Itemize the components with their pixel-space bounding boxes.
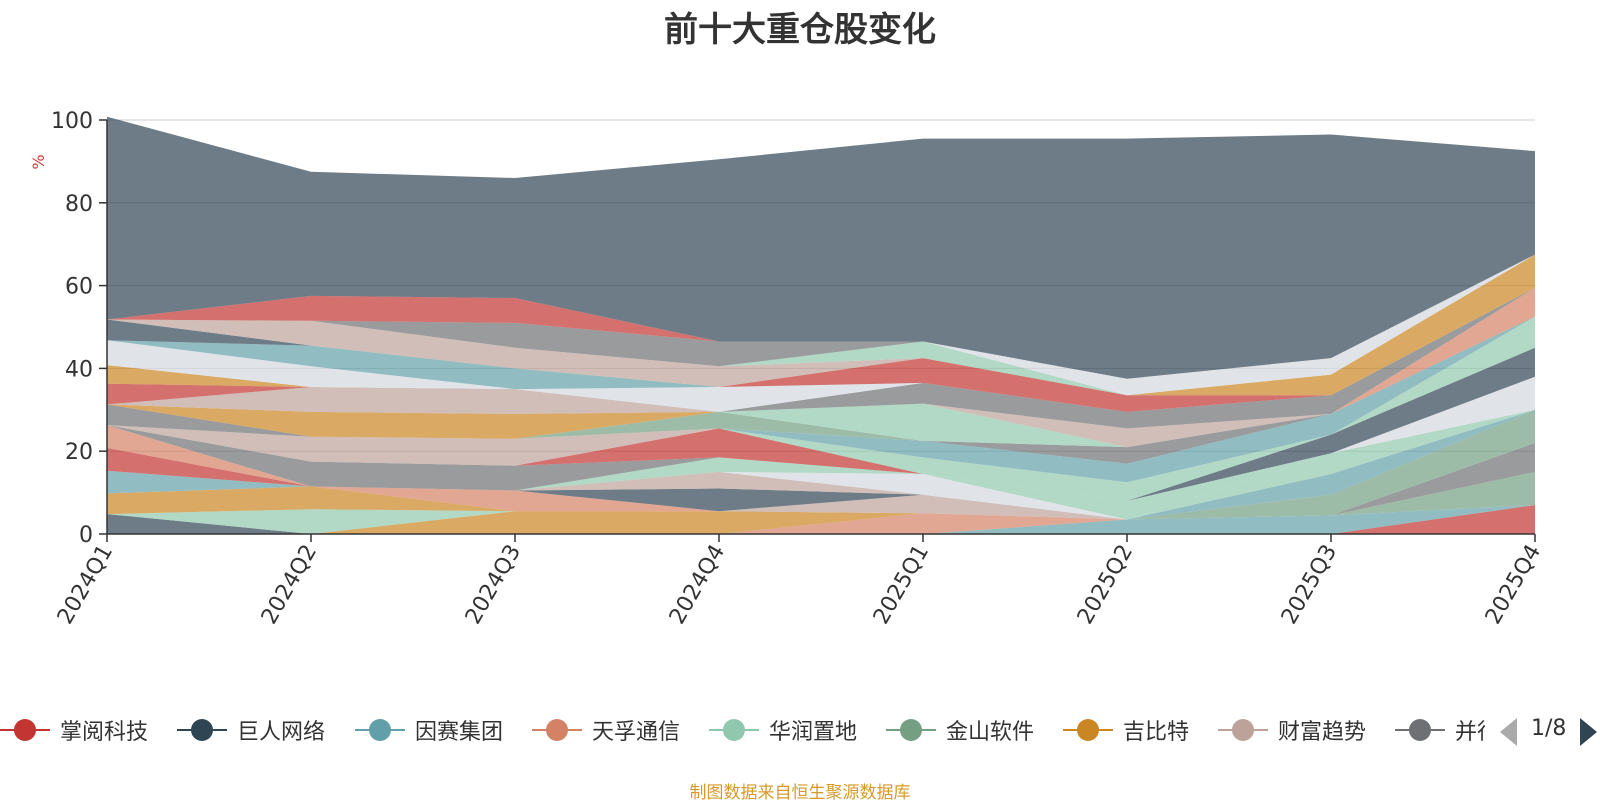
y-tick-label: 40: [65, 357, 93, 382]
x-tick-label: 2024Q2: [257, 541, 322, 629]
legend-label: 巨人网络: [237, 720, 326, 745]
legend-label: 因赛集团: [415, 720, 504, 745]
x-tick-label: 2024Q3: [461, 541, 526, 629]
x-tick-label: 2024Q4: [665, 541, 730, 629]
legend-marker-icon: [709, 719, 759, 741]
x-tick-label: 2025Q3: [1277, 541, 1342, 629]
legend-label: 并行科技: [1455, 720, 1485, 745]
area-series-25: [107, 347, 1535, 501]
legend-label: 天孚通信: [592, 720, 681, 745]
area-series-39: [107, 287, 1535, 412]
legend-marker-icon: [1395, 719, 1445, 741]
legend-label: 吉比特: [1123, 720, 1190, 745]
x-tick-label: 2025Q2: [1073, 541, 1138, 629]
x-tick-label: 2025Q1: [869, 541, 934, 629]
legend-item[interactable]: 并行科技: [1395, 712, 1485, 748]
area-series-3: [107, 505, 1535, 534]
area-series-48: [107, 116, 1535, 379]
legend-marker-icon: [0, 719, 50, 741]
legend-item[interactable]: 华润置地: [709, 712, 857, 748]
legend-item[interactable]: 吉比特: [1063, 712, 1189, 748]
x-tick-label: 2024Q1: [53, 541, 118, 629]
legend-label: 金山软件: [946, 720, 1035, 745]
legend-marker-icon: [532, 719, 582, 741]
stacked-area-chart: 0 20 40 60 80 100 2024Q1 2024Q2 2024Q3 2024Q4 2025…: [29, 109, 1546, 629]
y-tick-label: 60: [65, 275, 93, 300]
legend-item[interactable]: 因赛集团: [355, 712, 503, 748]
legend-next-page-icon[interactable]: [1580, 718, 1597, 746]
legend-item[interactable]: 掌阅科技: [0, 712, 148, 748]
legend-pager: 1/8: [1500, 716, 1600, 748]
data-source-note: 制图数据来自恒生聚源数据库: [689, 783, 911, 803]
area-series-32: [107, 287, 1535, 448]
legend: 掌阅科技 巨人网络 因赛集团 天孚通信 华润置地 金山软件 吉比特 财富趋势 并行科技: [0, 712, 1485, 748]
area-series-2: [107, 505, 1535, 534]
area-series-6: [107, 471, 1535, 534]
y-axis-label: %: [29, 154, 48, 169]
y-tick-label: 100: [51, 109, 93, 134]
legend-marker-icon: [886, 719, 936, 741]
legend-marker-icon: [1218, 719, 1268, 741]
legend-marker-icon: [177, 719, 227, 741]
y-tick-label: 80: [65, 192, 93, 217]
area-series-10: [107, 442, 1535, 534]
area-series-33: [107, 287, 1535, 448]
area-series-15: [107, 409, 1535, 520]
legend-label: 掌阅科技: [60, 720, 149, 745]
legend-item[interactable]: 金山软件: [886, 712, 1034, 748]
chart-title: 前十大重仓股变化: [664, 10, 936, 50]
x-tick-label: 2025Q4: [1481, 541, 1546, 629]
legend-page-indicator: 1/8: [1531, 716, 1567, 741]
area-series-38: [107, 287, 1535, 412]
area-series-45: [107, 254, 1535, 396]
area-series-0: [107, 505, 1535, 534]
legend-label: 华润置地: [769, 720, 858, 745]
legend-marker-icon: [1063, 719, 1113, 741]
legend-item[interactable]: 巨人网络: [177, 712, 325, 748]
area-series-43: [107, 254, 1535, 396]
y-tick-label: 20: [65, 440, 93, 465]
legend-prev-page-icon[interactable]: [1500, 718, 1517, 746]
area-series-36: [107, 287, 1535, 429]
legend-item[interactable]: 天孚通信: [532, 712, 680, 748]
y-tick-label: 0: [79, 523, 93, 548]
legend-marker-icon: [355, 719, 405, 741]
legend-item[interactable]: 财富趋势: [1218, 712, 1366, 748]
legend-label: 财富趋势: [1278, 720, 1367, 745]
area-series-14: [107, 409, 1535, 520]
